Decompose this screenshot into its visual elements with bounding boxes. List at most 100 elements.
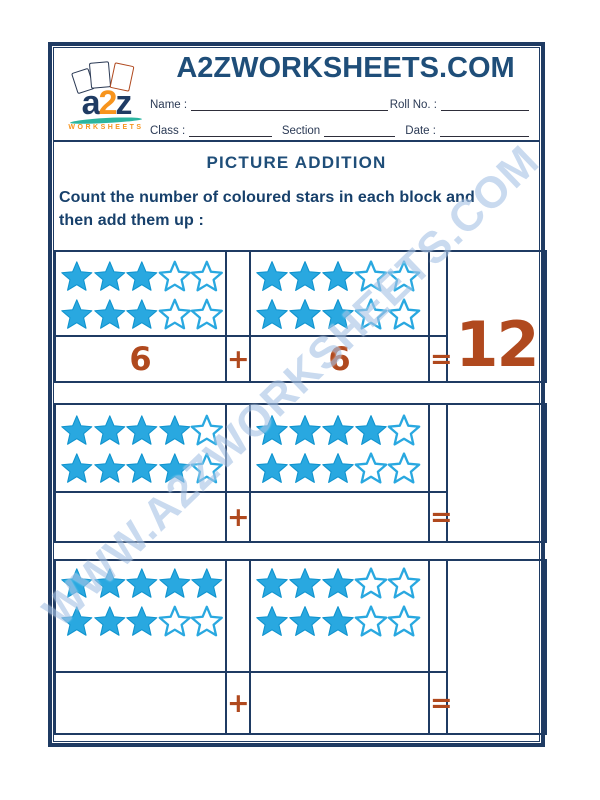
- star-filled-icon: [256, 298, 288, 329]
- name-roll-row: Name : Roll No. :: [150, 98, 531, 111]
- result-cell[interactable]: [446, 403, 547, 543]
- addend1-answer-cell[interactable]: 6: [54, 335, 227, 383]
- addend2-stars-cell: [249, 403, 430, 493]
- star-outline-icon: [191, 605, 224, 636]
- star-outline-icon: [191, 298, 224, 329]
- roll-field[interactable]: [441, 98, 529, 111]
- star-filled-icon: [256, 453, 288, 483]
- star-filled-icon: [126, 605, 158, 636]
- equals-sign: =: [428, 491, 453, 543]
- worksheet-page-border: a2z WORKSHEETS A2ZWORKSHEETS.COM Name : …: [48, 42, 547, 747]
- a2z-logo: a2z WORKSHEETS: [62, 60, 150, 138]
- star-filled-icon: [256, 260, 288, 291]
- star-filled-icon: [159, 415, 191, 445]
- star-filled-icon: [256, 567, 288, 598]
- plus-column-cell: [225, 403, 251, 493]
- logo-letter-z: z: [115, 84, 132, 122]
- date-field[interactable]: [439, 124, 529, 137]
- problem-table: + =: [54, 403, 547, 543]
- date-label: Date :: [405, 125, 436, 137]
- site-title: A2ZWORKSHEETS.COM: [176, 52, 515, 84]
- star-filled-icon: [289, 260, 321, 291]
- problem-table: + =: [54, 559, 547, 735]
- plus-column-cell: [225, 559, 251, 673]
- star-filled-icon: [126, 298, 158, 329]
- addend2-stars-cell: [249, 250, 430, 337]
- star-filled-icon: [159, 453, 191, 483]
- star-filled-icon: [61, 260, 93, 291]
- star-outline-icon: [387, 259, 421, 292]
- equals-column-cell: [428, 250, 448, 337]
- star-filled-icon: [61, 567, 93, 598]
- star-outline-icon: [354, 566, 388, 599]
- star-filled-icon: [61, 298, 93, 329]
- star-outline-icon: [158, 298, 191, 329]
- worksheet-title: PICTURE ADDITION: [206, 153, 387, 172]
- star-block: [56, 409, 225, 488]
- star-filled-icon: [322, 605, 354, 636]
- name-label: Name :: [150, 99, 188, 111]
- addend1-answer-cell[interactable]: [54, 491, 227, 543]
- result-cell[interactable]: [446, 559, 547, 735]
- star-filled-icon: [289, 415, 321, 445]
- star-block: [56, 561, 225, 640]
- roll-label: Roll No. :: [389, 99, 437, 111]
- star-outline-icon: [387, 414, 421, 446]
- star-filled-icon: [93, 453, 125, 483]
- result-cell[interactable]: 12: [446, 250, 547, 383]
- equals-sign: =: [428, 671, 453, 735]
- star-filled-icon: [322, 453, 354, 483]
- star-outline-icon: [387, 566, 421, 599]
- star-filled-icon: [256, 605, 288, 636]
- star-filled-icon: [355, 415, 387, 445]
- star-outline-icon: [191, 452, 224, 484]
- star-filled-icon: [93, 415, 125, 445]
- star-outline-icon: [158, 260, 191, 291]
- star-row: [58, 412, 224, 450]
- problem-row-3: + =: [54, 559, 547, 735]
- star-filled-icon: [289, 453, 321, 483]
- star-block: [251, 409, 428, 488]
- addend2-answer-cell[interactable]: [249, 671, 430, 735]
- star-filled-icon: [93, 298, 125, 329]
- star-outline-icon: [354, 452, 388, 484]
- star-filled-icon: [289, 605, 321, 636]
- star-outline-icon: [354, 259, 388, 292]
- star-filled-icon: [126, 453, 158, 483]
- star-filled-icon: [61, 605, 93, 636]
- star-row: [253, 257, 426, 295]
- addend2-stars-cell: [249, 559, 430, 673]
- star-row: [58, 602, 224, 640]
- star-outline-icon: [387, 452, 421, 484]
- logo-letter-a: a: [81, 84, 101, 122]
- name-field[interactable]: [191, 98, 388, 111]
- star-row: [253, 602, 426, 640]
- star-row: [58, 450, 224, 488]
- addend2-answer-cell[interactable]: 6: [249, 335, 430, 383]
- instruction-line1: Count the number of coloured stars in ea…: [59, 189, 475, 206]
- plus-sign: +: [225, 335, 251, 383]
- star-block: [56, 254, 225, 333]
- star-outline-icon: [191, 260, 224, 291]
- star-row: [253, 295, 426, 333]
- star-outline-icon: [354, 604, 388, 637]
- star-filled-icon: [61, 415, 93, 445]
- addend2-answer-cell[interactable]: [249, 491, 430, 543]
- star-outline-icon: [387, 297, 421, 330]
- addend1-stars-cell: [54, 403, 227, 493]
- class-section-date-row: Class : Section Date :: [150, 124, 531, 137]
- section-field[interactable]: [324, 124, 396, 137]
- star-filled-icon: [191, 567, 223, 598]
- addend1-answer-cell[interactable]: [54, 671, 227, 735]
- star-filled-icon: [289, 298, 321, 329]
- star-filled-icon: [322, 567, 354, 598]
- class-field[interactable]: [189, 124, 272, 137]
- class-label: Class :: [150, 125, 186, 137]
- star-filled-icon: [126, 415, 158, 445]
- problem-row-1: 12 6 + 6 =: [54, 250, 547, 383]
- star-filled-icon: [93, 605, 125, 636]
- logo-letter-2: 2: [98, 84, 118, 122]
- star-filled-icon: [93, 567, 125, 598]
- equals-column-cell: [428, 559, 448, 673]
- star-filled-icon: [256, 415, 288, 445]
